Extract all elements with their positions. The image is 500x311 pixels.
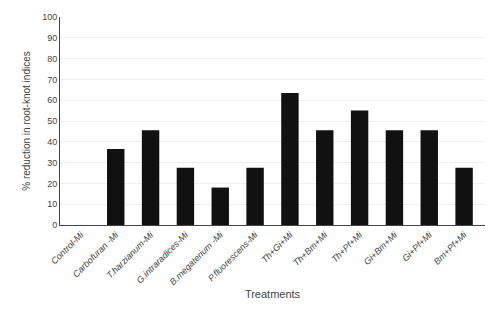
svg-text:% reduction in root-knot indic: % reduction in root-knot indices: [21, 51, 32, 191]
svg-text:Control-Mi: Control-Mi: [49, 229, 86, 266]
svg-text:G.intraradices-Mi: G.intraradices-Mi: [134, 229, 190, 285]
svg-text:100: 100: [42, 12, 57, 22]
svg-text:60: 60: [47, 95, 57, 105]
svg-text:B.megaterium -Mi: B.megaterium -Mi: [168, 229, 226, 287]
svg-text:40: 40: [47, 137, 57, 147]
svg-text:50: 50: [47, 116, 57, 126]
svg-text:70: 70: [47, 75, 57, 85]
svg-text:Bm+Pf+Mi: Bm+Pf+Mi: [432, 229, 469, 266]
svg-text:T.harzianum-Mi: T.harzianum-Mi: [104, 229, 155, 280]
svg-text:Treatments: Treatments: [245, 288, 301, 300]
svg-text:90: 90: [47, 33, 57, 43]
svg-text:0: 0: [52, 220, 57, 230]
svg-text:20: 20: [47, 179, 57, 189]
svg-text:Th+Pf+Mi: Th+Pf+Mi: [330, 229, 365, 264]
svg-text:Th+Gi+Mi: Th+Gi+Mi: [260, 229, 296, 265]
svg-text:80: 80: [47, 54, 57, 64]
svg-text:30: 30: [47, 158, 57, 168]
svg-text:Gi+Bm+Mi: Gi+Bm+Mi: [362, 229, 400, 267]
svg-text:Gi+Pf+Mi: Gi+Pf+Mi: [400, 229, 434, 263]
svg-text:Carbofuran -Mi: Carbofuran -Mi: [71, 229, 121, 279]
svg-text:P.fluorescens-Mi: P.fluorescens-Mi: [206, 229, 260, 283]
svg-text:Th+Bm+Mi: Th+Bm+Mi: [291, 229, 330, 268]
svg-text:10: 10: [47, 199, 57, 209]
